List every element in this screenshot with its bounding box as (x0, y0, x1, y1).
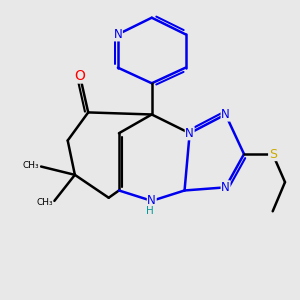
Text: CH₃: CH₃ (36, 198, 53, 207)
Text: N: N (185, 127, 194, 140)
Text: O: O (75, 69, 86, 83)
Text: N: N (147, 194, 156, 207)
Text: N: N (221, 108, 230, 121)
Text: N: N (113, 28, 122, 41)
Text: S: S (269, 148, 277, 160)
Text: N: N (221, 181, 230, 194)
Text: H: H (146, 206, 154, 216)
Text: CH₃: CH₃ (23, 160, 40, 169)
